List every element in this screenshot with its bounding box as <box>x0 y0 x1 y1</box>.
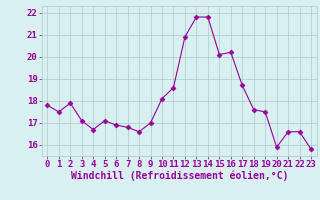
X-axis label: Windchill (Refroidissement éolien,°C): Windchill (Refroidissement éolien,°C) <box>70 171 288 181</box>
